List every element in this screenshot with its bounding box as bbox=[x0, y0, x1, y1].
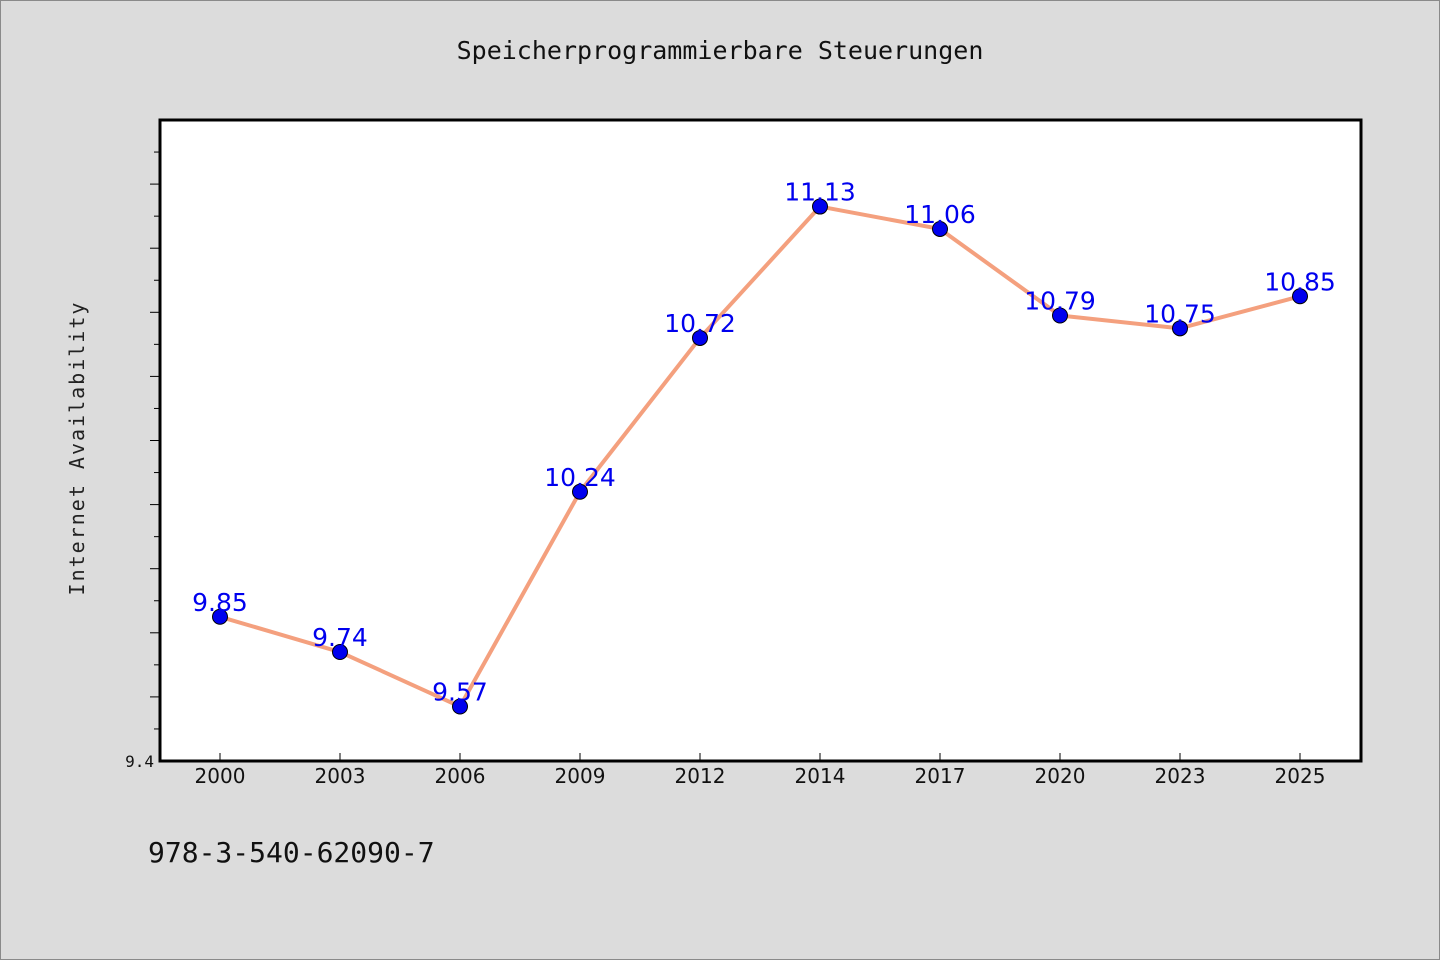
data-point bbox=[692, 329, 708, 346]
data-label: 10.79 bbox=[1024, 287, 1096, 316]
y-axis-ticks: 9.4 bbox=[125, 151, 160, 771]
data-label: 9.74 bbox=[312, 623, 368, 652]
data-point bbox=[1292, 288, 1308, 305]
data-point bbox=[212, 608, 228, 625]
data-point bbox=[1052, 307, 1068, 324]
data-label: 11.06 bbox=[904, 200, 976, 229]
x-tick-label: 2009 bbox=[555, 764, 606, 788]
x-tick-label: 2023 bbox=[1155, 764, 1206, 788]
y-tick-label: 9.4 bbox=[125, 752, 154, 771]
data-label: 10.24 bbox=[544, 463, 616, 492]
data-label: 10.72 bbox=[664, 309, 736, 338]
data-markers bbox=[212, 198, 1308, 715]
x-tick-label: 2012 bbox=[675, 764, 726, 788]
data-label: 11.13 bbox=[784, 178, 856, 207]
data-point bbox=[572, 483, 588, 500]
data-point bbox=[1172, 320, 1188, 337]
data-label: 9.57 bbox=[432, 678, 488, 707]
series-line bbox=[218, 204, 1302, 709]
data-label: 9.85 bbox=[192, 588, 248, 617]
data-label: 10.85 bbox=[1264, 267, 1336, 296]
data-point bbox=[932, 220, 948, 237]
data-point bbox=[812, 198, 828, 215]
footer-code: 978-3-540-62090-7 bbox=[148, 836, 435, 869]
data-point bbox=[452, 698, 468, 715]
x-tick-label: 2025 bbox=[1275, 764, 1326, 788]
plot-area bbox=[158, 118, 1363, 763]
data-point bbox=[332, 644, 348, 661]
chart-title: Speicherprogrammierbare Steuerungen bbox=[456, 36, 984, 65]
x-tick-label: 2014 bbox=[795, 764, 846, 788]
x-tick-label: 2020 bbox=[1035, 764, 1086, 788]
x-tick-label: 2017 bbox=[915, 764, 966, 788]
x-axis-ticks: 2000 2003 2006 2009 2012 2014 2017 2020 2023 2025 bbox=[195, 753, 1326, 788]
x-tick-label: 2003 bbox=[315, 764, 366, 788]
data-labels: 9.85 9.74 9.57 10.24 10.72 11.13 11.06 10.79 10.… bbox=[192, 178, 1336, 707]
x-tick-label: 2000 bbox=[195, 764, 246, 788]
x-tick-label: 2006 bbox=[435, 764, 486, 788]
data-label: 10.75 bbox=[1144, 299, 1216, 328]
